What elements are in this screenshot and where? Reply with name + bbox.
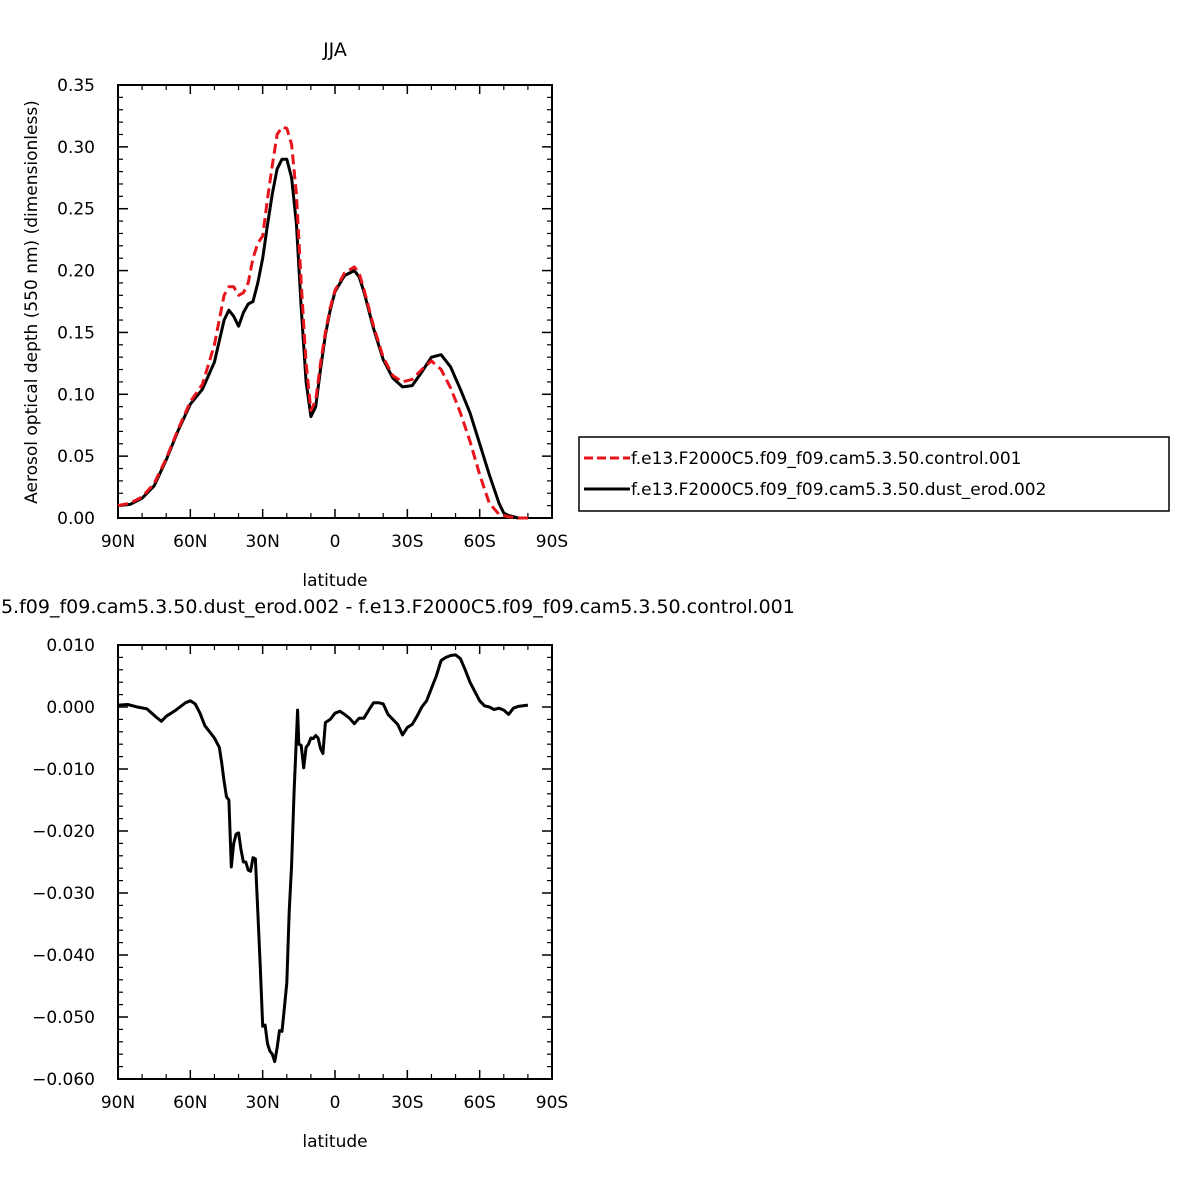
bottom-y-tick-label: −0.010 [32, 760, 95, 780]
bottom-y-tick-label: −0.030 [32, 884, 95, 904]
top-series-1 [117, 157, 528, 520]
bottom-x-tick-label: 60S [463, 1093, 495, 1113]
top-series-0 [117, 125, 528, 520]
bottom-y-tick-label: 0.000 [46, 698, 95, 718]
bottom-series-0 [117, 653, 529, 1064]
bottom-y-tick-label: −0.040 [32, 946, 95, 966]
top-y-axis-label: Aerosol optical depth (550 nm) (dimensio… [22, 100, 42, 504]
top-y-tick-label: 0.20 [57, 262, 95, 282]
top-chart-title: JJA [322, 39, 347, 61]
bottom-x-tick-label: 60N [173, 1093, 207, 1113]
top-x-tick-label: 90S [536, 532, 568, 552]
bottom-y-tick-label: 0.010 [46, 636, 95, 656]
bottom-y-tick-label: −0.020 [32, 822, 95, 842]
bottom-y-tick-label: −0.060 [32, 1070, 95, 1090]
bottom-x-tick-label: 0 [330, 1093, 341, 1113]
legend-label-dust-erod: f.e13.F2000C5.f09_f09.cam5.3.50.dust_ero… [631, 480, 1046, 500]
top-series-group [117, 125, 528, 520]
top-x-tick-label: 0 [330, 532, 341, 552]
top-y-tick-label: 0.00 [57, 509, 95, 529]
top-x-axis-label: latitude [302, 571, 367, 591]
bottom-chart-title: f.e13.F2000C5.f09_f09.cam5.3.50.dust_ero… [0, 596, 795, 618]
top-y-tick-label: 0.10 [57, 385, 95, 405]
top-y-tick-label: 0.30 [57, 138, 95, 158]
top-plot-frame [117, 84, 553, 519]
legend-box [578, 436, 1170, 512]
bottom-series-group [117, 653, 529, 1064]
bottom-y-tick-label: −0.050 [32, 1008, 95, 1028]
top-y-tick-label: 0.35 [57, 76, 95, 96]
bottom-axis-ticks: 90N 60N 30N 0 30S 60S 90S 0.010 0.000 −0.010 −0.02… [32, 636, 568, 1113]
top-y-tick-label: 0.05 [57, 447, 95, 467]
bottom-x-tick-label: 90N [101, 1093, 135, 1113]
top-x-tick-label: 60N [173, 532, 207, 552]
bottom-plot-frame [117, 644, 553, 1080]
bottom-x-tick-label: 30N [245, 1093, 279, 1113]
top-y-tick-label: 0.25 [57, 200, 95, 220]
legend-label-control: f.e13.F2000C5.f09_f09.cam5.3.50.control.… [631, 449, 1022, 469]
bottom-x-tick-label: 30S [391, 1093, 423, 1113]
top-axis-ticks: 90N 60N 30N 0 30S 60S 90S 0.00 0.05 0.10 0.15 0.20 0… [57, 76, 568, 552]
top-x-tick-label: 60S [463, 532, 495, 552]
top-x-tick-label: 90N [101, 532, 135, 552]
bottom-x-axis-label: latitude [302, 1132, 367, 1152]
top-x-tick-label: 30N [245, 532, 279, 552]
top-y-tick-label: 0.15 [57, 323, 95, 343]
bottom-x-tick-label: 90S [536, 1093, 568, 1113]
top-x-tick-label: 30S [391, 532, 423, 552]
